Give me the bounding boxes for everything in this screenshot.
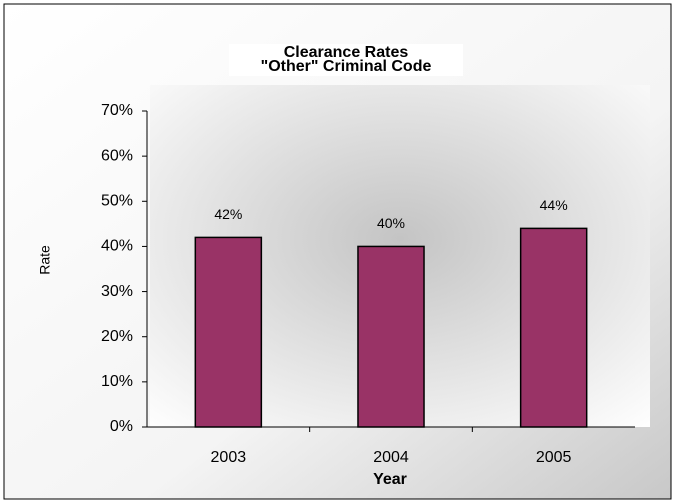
x-axis-label: Year xyxy=(373,471,407,488)
x-tick-label: 2004 xyxy=(373,449,409,466)
chart-title: Clearance Rates xyxy=(284,44,409,61)
title-box xyxy=(229,44,463,76)
y-axis-label: Rate xyxy=(37,245,53,275)
y-tick-label: 40% xyxy=(101,238,133,255)
chart-subtitle: "Other" Criminal Code xyxy=(261,58,432,75)
bar xyxy=(194,236,263,428)
y-tick-label: 50% xyxy=(101,193,133,210)
value-label: 42% xyxy=(214,206,242,222)
y-tick-label: 20% xyxy=(101,328,133,345)
y-tick-label: 10% xyxy=(101,373,133,390)
x-tick-label: 2005 xyxy=(536,449,572,466)
bar xyxy=(357,245,425,428)
value-label: 40% xyxy=(377,215,405,231)
y-tick-label: 30% xyxy=(101,283,133,300)
value-label: 44% xyxy=(540,197,568,213)
y-tick-label: 70% xyxy=(101,102,133,119)
y-tick-label: 60% xyxy=(101,147,133,164)
bar xyxy=(519,227,588,428)
x-tick-label: 2003 xyxy=(211,449,247,466)
y-tick-label: 0% xyxy=(110,418,133,435)
